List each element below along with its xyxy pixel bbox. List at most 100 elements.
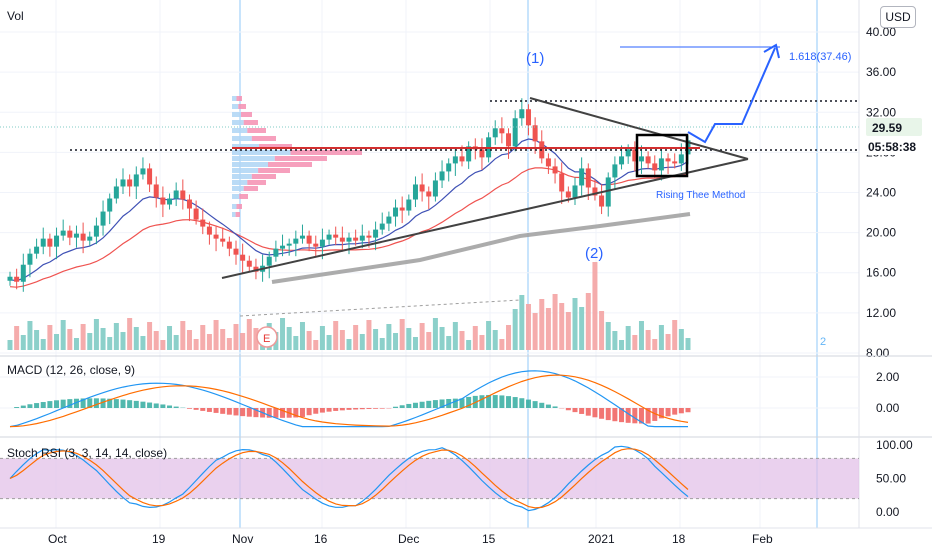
candle-body [206,226,212,235]
macd-histogram-bar [565,408,571,411]
volume-bar [512,309,518,350]
volume-bar [619,340,625,350]
macd-histogram-bar [266,408,272,418]
candle-body [280,245,286,249]
candle-body [452,156,458,164]
volume-bar [678,329,684,350]
macd-histogram-bar [359,408,365,410]
macd-histogram-bar [93,398,99,408]
candle-body [359,235,365,241]
volume-bar [486,321,492,350]
macd-histogram-bar [186,408,192,409]
candle-body [612,164,618,178]
candle-body [67,230,73,238]
volume-bar [87,333,93,350]
macd-histogram-bar [619,408,625,423]
current-price-text: 29.59 [872,121,902,135]
candle-body [213,234,219,239]
volume-bar [40,339,46,350]
candle-body [47,238,53,247]
chart-drawings [0,43,859,317]
earnings-marker[interactable] [256,326,278,348]
volume-bar [113,323,119,350]
macd-histogram-bar [27,404,33,408]
volume-profile-bar-down [268,162,312,167]
candle-body [34,246,40,254]
volume-bar [373,329,379,350]
stoch-tick-label: 0.00 [876,505,900,519]
candle-body [446,163,452,172]
macd-histogram-bar [80,398,86,408]
macd-histogram-bar [512,397,518,408]
candle-body [7,276,13,281]
price-tick-label: 24.00 [866,185,896,199]
macd-histogram-bar [127,400,133,408]
volume-profile-bar-up [232,112,241,117]
macd-histogram-bar [419,401,425,408]
candle-body [60,230,66,236]
volume-bar [160,340,166,350]
macd-histogram-bar [240,408,246,417]
macd-histogram-bar [599,408,605,419]
price-axis: 40.0036.0032.0028.0024.0020.0016.0012.00… [866,25,896,360]
macd-histogram-bar [233,408,239,416]
macd-histogram-bar [133,400,139,408]
volume-bar [120,332,126,350]
macd-histogram-bar [153,403,159,408]
volume-bar [147,322,153,350]
volume-bar [7,340,13,350]
macd-histogram-bar [572,408,578,413]
macd-histogram-bar [545,404,551,408]
candle-body [113,186,119,199]
volume-bar [552,294,558,350]
macd-histogram-bar [40,402,46,408]
candle-body [319,239,325,247]
volume-bar [426,332,432,350]
volume-bar [459,331,465,350]
volume-bar [359,334,365,350]
time-tick-label: Oct [48,532,67,546]
volume-bar [339,330,345,350]
volume-bar [592,262,598,350]
volume-bar [140,336,146,350]
candle-body [599,195,605,207]
volume-bar [293,336,299,350]
macd-histogram-bar [34,403,40,408]
macd-histogram-bar [100,398,106,408]
volume-bar [638,321,644,350]
current-price-tag [866,118,922,136]
macd-histogram-bar [426,400,432,408]
time-axis: Oct 19 Nov 16 Dec 15 2021 18 Feb [48,532,773,546]
candle-body [559,173,565,192]
candle-body [386,216,392,224]
candle-body [619,156,625,165]
price-tick-label: 40.00 [866,25,896,39]
volume-label: Vol [7,9,24,23]
price-pane: 40.00 36.00 32.00 2 8.00 24.00 20.00 16.00 12.00… [0,25,896,360]
price-tick-label: 36.00 [866,65,896,79]
volume-bar [280,318,286,350]
macd-line [9,370,688,428]
volume-bar [559,303,565,350]
volume-profile-bar-up [232,168,259,173]
volume-bars [7,262,691,350]
candle-body [665,158,671,162]
candle-body [240,254,246,261]
candle-body [306,235,312,244]
macd-histogram-bar [579,408,585,414]
volume-bar [419,323,425,350]
macd-histogram-bar [140,401,146,408]
macd-histogram-bar [113,399,119,408]
macd-histogram-bar [539,402,545,408]
volume-profile-bar-up [232,212,236,217]
macd-histogram-bar [406,403,412,408]
macd-histogram-bar [439,399,445,408]
volume-profile-bar-up [232,128,248,133]
candle-body [133,174,139,187]
volume-bar [539,299,545,350]
currency-button[interactable]: USD [880,6,916,28]
candle-body [93,225,99,237]
candle-body [147,168,153,185]
volume-bar [186,330,192,350]
time-tick-label: 2021 [588,532,615,546]
